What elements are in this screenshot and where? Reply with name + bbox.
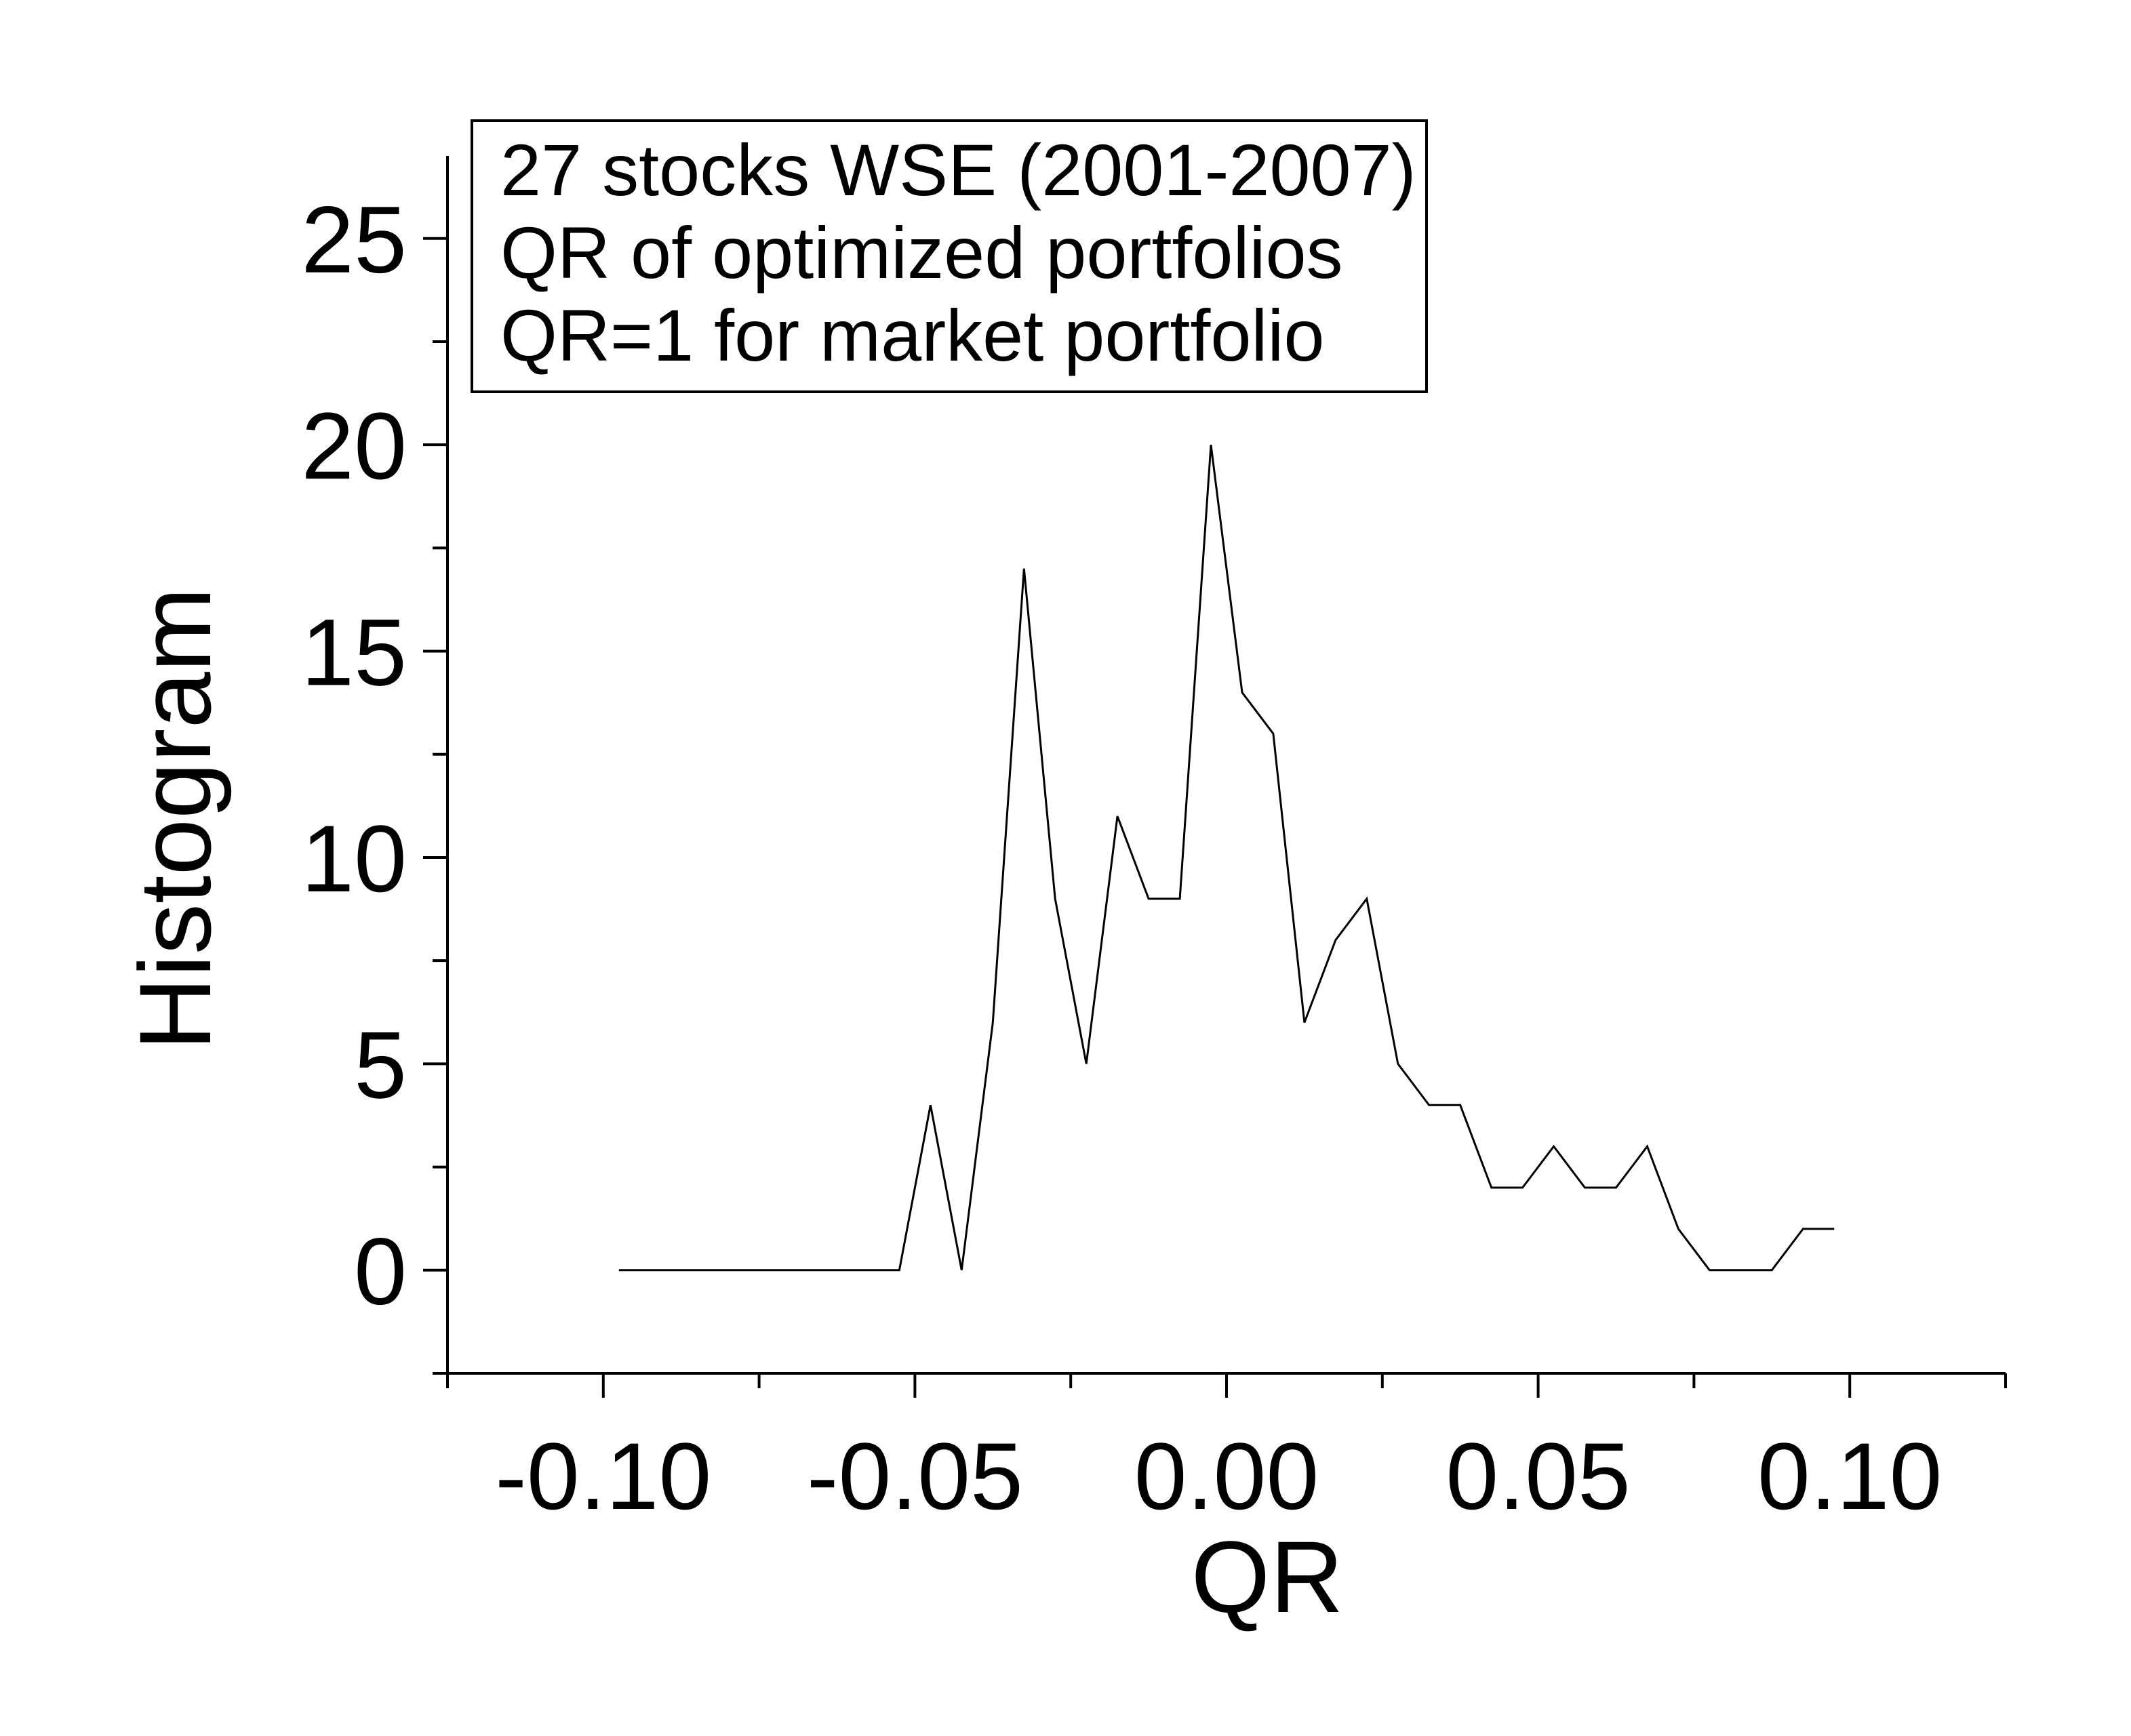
annotation-line: QR of optimized portfolios <box>500 211 1343 294</box>
y-axis-title: Histogram <box>118 587 232 1051</box>
series-line <box>618 445 1835 1272</box>
series-group <box>618 445 1835 1272</box>
x-axis-title: QR <box>1191 1520 1344 1634</box>
x-tick-label: 0.00 <box>1134 1423 1319 1529</box>
x-tick-label: 0.05 <box>1446 1423 1630 1529</box>
annotation-frame <box>471 119 1428 393</box>
y-tick-label: 20 <box>301 392 407 499</box>
x-tick-label: -0.05 <box>807 1423 1023 1529</box>
x-tick-label: -0.10 <box>495 1423 711 1529</box>
annotation-line: QR=1 for market portfolio <box>500 294 1324 376</box>
annotation-line: 27 stocks WSE (2001-2007) <box>500 129 1416 211</box>
y-tick-label: 10 <box>301 805 407 912</box>
annotation-box: 27 stocks WSE (2001-2007)QR of optimized… <box>471 119 1428 393</box>
tick-labels: -0.10 -0.05 0.00 0.05 0.10 0 5 10 15 20 25 <box>301 186 1942 1529</box>
ticks <box>423 237 2007 1398</box>
y-tick-label: 5 <box>354 1011 407 1118</box>
y-tick-label: 25 <box>301 186 407 293</box>
y-tick-label: 15 <box>301 599 407 706</box>
y-tick-label: 0 <box>354 1218 407 1325</box>
x-tick-label: 0.10 <box>1757 1423 1942 1529</box>
